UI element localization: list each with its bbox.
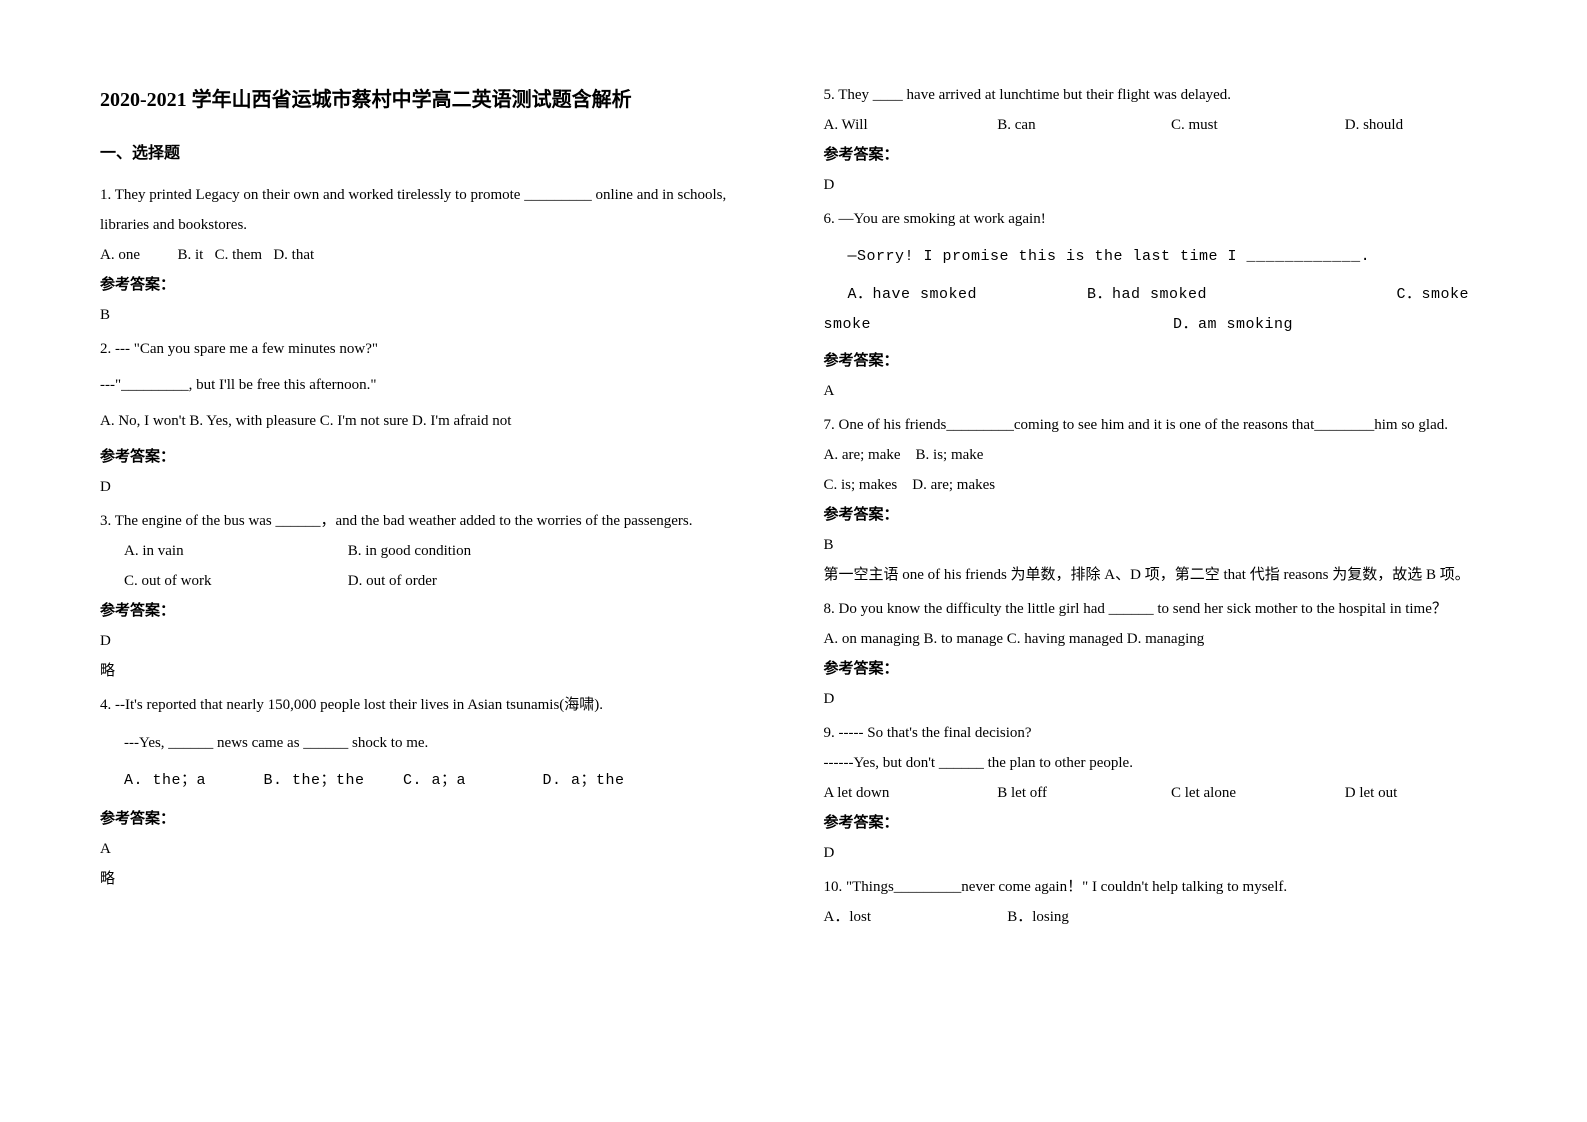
q3-opt-a: A. in vain [124,536,344,566]
q6-opt-a: A．have smoked [848,280,1078,310]
q4-answer-label: 参考答案： [100,804,764,834]
q4-opt-c: C. a；a [403,766,533,796]
q9-answer: D [824,838,1488,868]
q6-answer-label: 参考答案： [824,346,1488,376]
q8-stem: 8. Do you know the difficulty the little… [824,594,1488,624]
q2-options: A. No, I won't B. Yes, with pleasure C. … [100,406,764,436]
q6-opt-b: B．had smoked [1087,280,1387,310]
q10-options: A．lost B．losing [824,902,1488,932]
q3-stem: 3. The engine of the bus was ______，and … [100,506,764,536]
q5-answer-label: 参考答案： [824,140,1488,170]
q7-answer: B [824,530,1488,560]
q9-opt-d: D let out [1345,778,1398,808]
q7-opts-l1: A. are; make B. is; make [824,440,1488,470]
q7-answer-label: 参考答案： [824,500,1488,530]
q5-opt-d: D. should [1345,110,1403,140]
q9-answer-label: 参考答案： [824,808,1488,838]
q3-answer-label: 参考答案： [100,596,764,626]
q6-opt-d: D．am smoking [1173,310,1293,340]
q10-opt-a: A．lost [824,902,1004,932]
q3-row2: C. out of work D. out of order [100,566,764,596]
document-title: 2020-2021 学年山西省运城市蔡村中学高二英语测试题含解析 [100,80,764,120]
section-heading: 一、选择题 [100,138,764,170]
q5-opt-c: C. must [1171,110,1341,140]
question-10: 10. "Things_________never come again！" I… [824,872,1488,932]
right-column: 5. They ____ have arrived at lunchtime b… [824,80,1488,936]
q4-opt-d: D. a；the [543,766,625,796]
page-container: 2020-2021 学年山西省运城市蔡村中学高二英语测试题含解析 一、选择题 1… [0,0,1587,976]
q8-answer-label: 参考答案： [824,654,1488,684]
q6-line2: —Sorry! I promise this is the last time … [824,242,1488,272]
question-2: 2. --- "Can you spare me a few minutes n… [100,334,764,502]
q8-options: A. on managing B. to manage C. having ma… [824,624,1488,654]
q8-answer: D [824,684,1488,714]
q2-line2: ---"_________, but I'll be free this aft… [100,370,764,400]
q3-note: 略 [100,656,764,686]
q7-stem: 7. One of his friends_________coming to … [824,410,1488,440]
q6-row2: smoke D．am smoking [824,310,1488,340]
q2-line1: 2. --- "Can you spare me a few minutes n… [100,334,764,364]
q5-opt-b: B. can [997,110,1167,140]
question-4: 4. --It's reported that nearly 150,000 p… [100,690,764,894]
q4-answer: A [100,834,764,864]
q9-line1: 9. ----- So that's the final decision? [824,718,1488,748]
q10-opt-b: B．losing [1007,902,1069,932]
q5-stem: 5. They ____ have arrived at lunchtime b… [824,80,1488,110]
question-8: 8. Do you know the difficulty the little… [824,594,1488,714]
q9-options: A let down B let off C let alone D let o… [824,778,1488,808]
q5-opt-a: A. Will [824,110,994,140]
q9-opt-c: C let alone [1171,778,1341,808]
q3-row1: A. in vain B. in good condition [100,536,764,566]
question-5: 5. They ____ have arrived at lunchtime b… [824,80,1488,200]
q3-opt-d: D. out of order [348,566,437,596]
question-3: 3. The engine of the bus was ______，and … [100,506,764,686]
q9-line2: ------Yes, but don't ______ the plan to … [824,748,1488,778]
q7-opts-l2: C. is; makes D. are; makes [824,470,1488,500]
q1-options: A. one B. it C. them D. that [100,240,764,270]
question-1: 1. They printed Legacy on their own and … [100,180,764,330]
q4-opt-b: B. the；the [264,766,394,796]
left-column: 2020-2021 学年山西省运城市蔡村中学高二英语测试题含解析 一、选择题 1… [100,80,764,936]
q6-row1: A．have smoked B．had smoked C．smoke [824,280,1488,310]
question-9: 9. ----- So that's the final decision? -… [824,718,1488,868]
q4-line1: 4. --It's reported that nearly 150,000 p… [100,690,764,720]
question-7: 7. One of his friends_________coming to … [824,410,1488,590]
q7-explanation: 第一空主语 one of his friends 为单数，排除 A、D 项，第二… [824,560,1488,590]
q6-line1: 6. —You are smoking at work again! [824,204,1488,234]
q5-options: A. Will B. can C. must D. should [824,110,1488,140]
q4-line2: ---Yes, ______ news came as ______ shock… [100,728,764,758]
q6-opt-c: C．smoke [1397,280,1470,310]
q6-answer: A [824,376,1488,406]
q2-answer: D [100,472,764,502]
q9-opt-b: B let off [997,778,1167,808]
q1-answer: B [100,300,764,330]
q4-opt-a: A. the；a [124,766,254,796]
q5-answer: D [824,170,1488,200]
q3-opt-b: B. in good condition [348,536,471,566]
q1-stem: 1. They printed Legacy on their own and … [100,180,764,240]
question-6: 6. —You are smoking at work again! —Sorr… [824,204,1488,406]
q9-opt-a: A let down [824,778,994,808]
q2-answer-label: 参考答案： [100,442,764,472]
q4-options: A. the；a B. the；the C. a；a D. a；the [100,766,764,796]
q4-note: 略 [100,864,764,894]
q10-stem: 10. "Things_________never come again！" I… [824,872,1488,902]
q1-answer-label: 参考答案： [100,270,764,300]
q3-opt-c: C. out of work [124,566,344,596]
q3-answer: D [100,626,764,656]
